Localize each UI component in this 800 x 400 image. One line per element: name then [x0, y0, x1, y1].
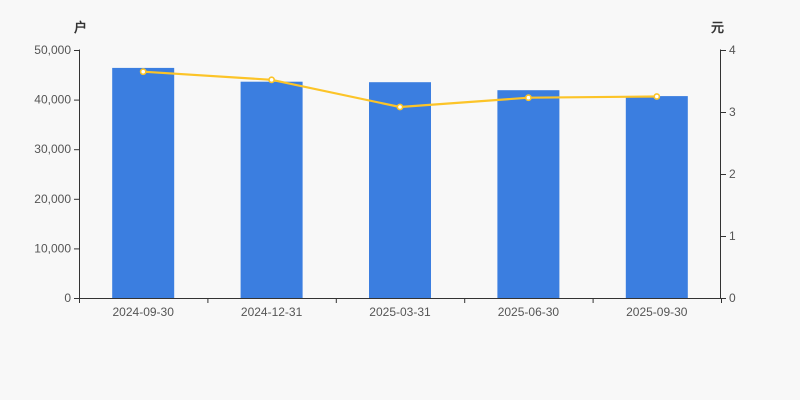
- bar-2024-12-31[interactable]: [240, 81, 303, 298]
- right-tick-label: 4: [729, 43, 736, 57]
- line-point-2025-06-30[interactable]: [525, 94, 532, 102]
- line-point-2024-09-30[interactable]: [139, 68, 147, 76]
- bar-2025-09-30[interactable]: [625, 96, 688, 298]
- left-tick-label: 10,000: [34, 241, 71, 255]
- right-tick-label: 2: [729, 167, 736, 181]
- bar-2025-03-31[interactable]: [369, 82, 431, 298]
- right-tick-label: 3: [729, 105, 736, 119]
- line-point-2025-03-31[interactable]: [396, 103, 404, 111]
- left-tick-label: 40,000: [34, 93, 71, 107]
- left-tick-label: 50,000: [34, 43, 71, 57]
- left-tick-label: 0: [64, 291, 71, 305]
- x-tick-label: 2025-06-30: [498, 305, 560, 319]
- x-tick-label: 2024-12-31: [241, 305, 303, 319]
- right-tick-label: 1: [729, 229, 736, 243]
- x-tick-label: 2024-09-30: [113, 305, 175, 319]
- left-tick-label: 30,000: [34, 142, 71, 156]
- x-tick-label: 2025-03-31: [369, 305, 431, 319]
- right-tick-label: 0: [729, 291, 736, 305]
- right-axis-title: 元: [711, 20, 725, 35]
- left-tick-label: 20,000: [34, 192, 71, 206]
- x-tick-label: 2025-09-30: [626, 305, 688, 319]
- bar-2025-06-30[interactable]: [497, 90, 560, 298]
- bar-2024-09-30[interactable]: [112, 67, 175, 299]
- line-point-2025-09-30[interactable]: [653, 93, 661, 100]
- left-axis-title: 户: [74, 20, 88, 35]
- line-point-2024-12-31[interactable]: [268, 76, 275, 84]
